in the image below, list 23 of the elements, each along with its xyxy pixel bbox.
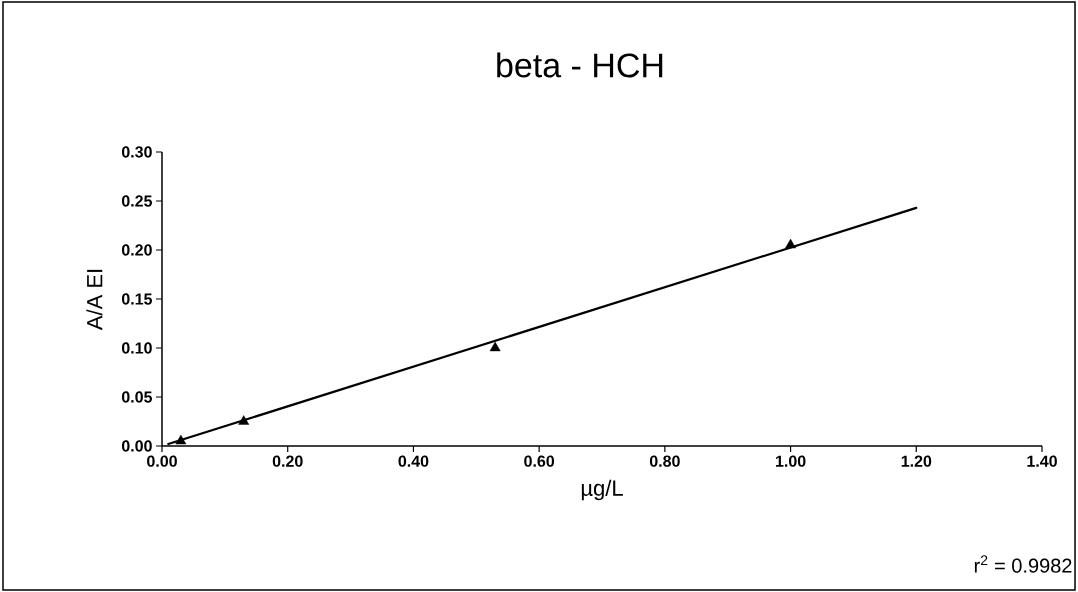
chart-title: beta - HCH (497, 52, 663, 78)
x-tick-label: 1.40 (1027, 455, 1057, 467)
x-tick-label: 0.20 (272, 455, 303, 467)
y-tick-label: 0.30 (121, 146, 152, 158)
y-tick-label: 0.25 (121, 195, 153, 207)
text: r$^{2}$ = 0.9982 (974, 555, 1072, 573)
x-tick-label: 0.60 (524, 455, 555, 467)
x-tick-label: 1.20 (901, 455, 932, 467)
x-tick-label: 0.80 (649, 455, 680, 467)
y-tick-label: 0.10 (121, 342, 152, 354)
point (238, 415, 250, 425)
point (785, 238, 796, 249)
x-tick-label: 0.40 (398, 455, 429, 467)
y-tick-label: 0.15 (121, 293, 153, 305)
y-tick-label: 0.00 (121, 440, 152, 452)
y-axis-title: A/A EI (86, 269, 103, 331)
point (175, 434, 187, 445)
y-tick-label: 0.05 (121, 391, 153, 403)
y-tick-label: 0.20 (121, 244, 152, 256)
x-axis-title: µg/L (581, 479, 623, 501)
x-tick-label: 1.00 (776, 455, 806, 467)
point (489, 341, 501, 352)
x-tick-label: 0.00 (147, 455, 177, 467)
